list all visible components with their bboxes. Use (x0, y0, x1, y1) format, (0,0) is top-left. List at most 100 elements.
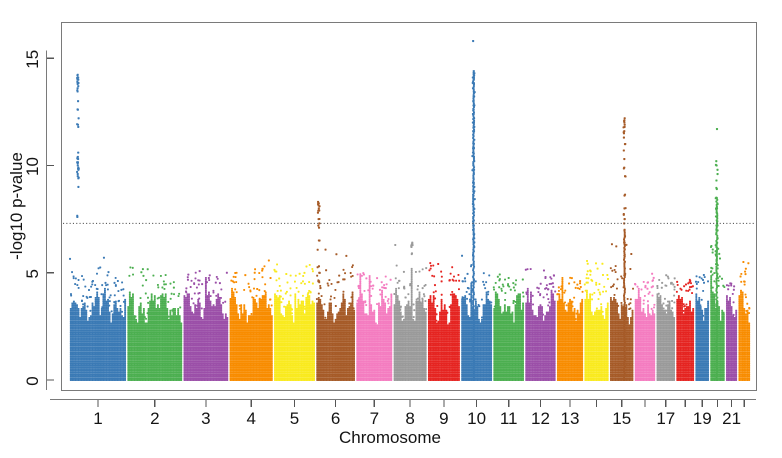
scatter-point (85, 371, 88, 374)
scatter-point (122, 294, 125, 297)
scatter-point (105, 375, 108, 378)
scatter-point (99, 375, 102, 378)
scatter-point (90, 373, 92, 376)
scatter-point (105, 333, 108, 336)
scatter-point (124, 338, 127, 341)
scatter-point (86, 342, 89, 345)
scatter-point (93, 368, 96, 371)
scatter-point (180, 351, 183, 354)
scatter-point (105, 309, 108, 312)
scatter-point (225, 271, 228, 274)
scatter-point (159, 274, 162, 277)
scatter-point (100, 358, 103, 361)
scatter-point (103, 328, 106, 330)
scatter-point (139, 309, 142, 312)
scatter-point (76, 371, 78, 374)
scatter-point (107, 317, 109, 319)
scatter-point (76, 379, 78, 381)
scatter-point (90, 318, 92, 321)
scatter-point (100, 326, 103, 329)
scatter-point (96, 338, 99, 341)
scatter-point (85, 348, 88, 350)
scatter-point (74, 338, 77, 341)
scatter-point (94, 366, 97, 369)
scatter-point (88, 351, 91, 354)
scatter-point (99, 346, 102, 349)
scatter-point (94, 338, 97, 341)
scatter-point (97, 369, 100, 372)
scatter-point (96, 348, 99, 350)
scatter-point (79, 324, 82, 327)
scatter-point (249, 290, 252, 293)
scatter-point (103, 302, 106, 305)
scatter-point (90, 346, 92, 349)
scatter-point (97, 348, 100, 350)
scatter-point (79, 371, 82, 374)
scatter-point (101, 284, 104, 287)
scatter-point (107, 362, 109, 365)
scatter-point (100, 349, 103, 352)
scatter-point (69, 318, 72, 321)
scatter-point (226, 379, 229, 381)
scatter-point (107, 311, 109, 314)
scatter-point (186, 276, 189, 279)
scatter-point (180, 333, 183, 336)
scatter-point (99, 315, 102, 318)
scatter-point (235, 311, 238, 314)
scatter-point (94, 377, 97, 380)
scatter-point (198, 315, 201, 318)
scatter-point (108, 311, 111, 314)
scatter-point (102, 326, 105, 329)
scatter-point (80, 318, 83, 321)
scatter-point (103, 340, 106, 343)
scatter-point (97, 300, 100, 303)
scatter-point (189, 307, 192, 310)
scatter-point (124, 342, 127, 345)
scatter-point (94, 344, 97, 347)
scatter-point (72, 366, 75, 369)
scatter-point (102, 351, 105, 354)
scatter-point (85, 335, 88, 338)
scatter-point (86, 344, 89, 347)
scatter-point (124, 348, 127, 350)
scatter-point (100, 371, 103, 374)
scatter-point (124, 302, 127, 305)
scatter-point (107, 313, 109, 316)
scatter-point (198, 302, 201, 305)
scatter-point (85, 329, 88, 332)
scatter-point (72, 340, 75, 343)
scatter-point (86, 373, 89, 376)
scatter-point (99, 379, 102, 381)
scatter-point (180, 377, 183, 380)
scatter-point (94, 302, 97, 305)
scatter-point (72, 362, 75, 365)
scatter-point (124, 329, 127, 332)
scatter-point (72, 373, 75, 376)
scatter-point (69, 257, 72, 260)
scatter-point (102, 355, 105, 358)
scatter-point (96, 371, 99, 374)
scatter-point (76, 331, 78, 334)
scatter-point (80, 379, 83, 381)
scatter-point (226, 353, 229, 356)
scatter-point (90, 320, 92, 323)
scatter-point (172, 286, 175, 289)
scatter-point (235, 307, 238, 310)
scatter-point (96, 353, 99, 356)
scatter-point (105, 315, 108, 318)
scatter-point (103, 291, 106, 294)
scatter-point (107, 307, 109, 310)
scatter-point (100, 331, 103, 334)
scatter-point (80, 362, 83, 365)
scatter-point (103, 306, 106, 309)
scatter-point (71, 304, 74, 307)
scatter-point (108, 315, 111, 318)
scatter-point (93, 371, 96, 374)
scatter-point (97, 331, 100, 334)
scatter-point (76, 355, 78, 358)
scatter-point (93, 346, 96, 349)
scatter-point (94, 318, 97, 321)
scatter-point (107, 324, 109, 327)
scatter-point (102, 298, 105, 301)
